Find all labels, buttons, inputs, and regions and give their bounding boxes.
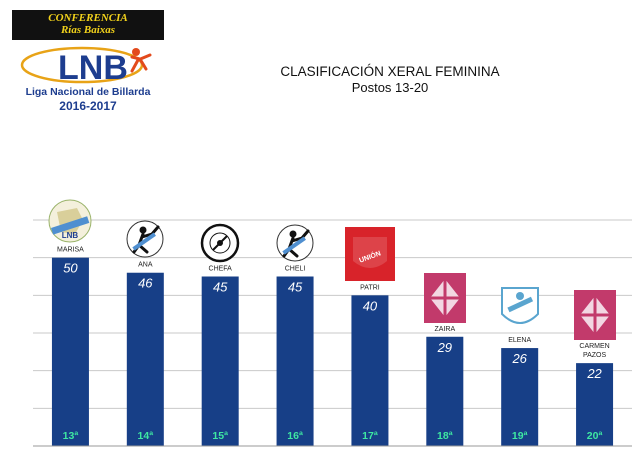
bar xyxy=(576,363,614,446)
lnb-logo-icon: LNB xyxy=(20,46,152,87)
bar-value-label: 45 xyxy=(213,280,228,295)
category-label: CARMEN xyxy=(579,343,609,350)
category-label: CHELI xyxy=(285,266,306,273)
conference-region: Rías Baixas xyxy=(60,24,116,36)
league-name: Liga Nacional de Billarda xyxy=(25,86,151,98)
chart-title: CLASIFICACIÓN XERAL FEMININA xyxy=(280,64,500,79)
conference-name: CONFERENCIA xyxy=(48,12,128,24)
union-casillense-icon: UNIÓN xyxy=(344,227,395,286)
bar xyxy=(351,295,389,446)
bar-value-label: 46 xyxy=(138,276,153,291)
bar-value-label: 40 xyxy=(363,298,378,313)
bar-value-label: 26 xyxy=(511,351,527,366)
category-label: PATRI xyxy=(360,284,380,291)
season-label: 2016-2017 xyxy=(59,99,117,113)
position-label: 16ª xyxy=(287,430,303,442)
bar-value-label: 29 xyxy=(437,340,452,355)
billiard-player-club-icon xyxy=(275,223,315,268)
position-label: 13ª xyxy=(63,430,79,442)
position-label: 15ª xyxy=(212,430,228,442)
bar-value-label: 45 xyxy=(288,280,303,295)
category-label: MARISA xyxy=(57,247,84,254)
category-label: CHEFA xyxy=(209,266,233,273)
position-label: 17ª xyxy=(362,430,378,442)
bar xyxy=(426,336,464,446)
position-label: 14ª xyxy=(138,430,154,442)
bar xyxy=(276,276,314,446)
pink-diamond-shield-icon xyxy=(423,272,466,328)
pink-diamond-shield-icon xyxy=(573,290,616,345)
chart-header: CLASIFICACIÓN XERAL FEMININA Postos 13-2… xyxy=(250,64,530,96)
bar xyxy=(501,348,539,446)
svg-text:LNB: LNB xyxy=(62,231,79,240)
league-logo: CONFERENCIA Rías Baixas LNB Liga Naciona… xyxy=(12,10,164,113)
category-label: ELENA xyxy=(508,337,531,344)
chart-subtitle: Postos 13-20 xyxy=(351,80,429,95)
bar-value-label: 50 xyxy=(63,261,78,276)
category-label: ZAIRA xyxy=(435,326,456,333)
position-label: 18ª xyxy=(437,430,453,442)
position-label: 20ª xyxy=(587,430,603,442)
position-label: 19ª xyxy=(512,430,528,442)
category-label: PAZOS xyxy=(583,352,607,359)
clube-corredoiras-icon xyxy=(200,223,240,268)
bar xyxy=(51,257,89,446)
bar xyxy=(126,272,164,446)
club-crest-green-map-icon: LNB xyxy=(47,198,93,249)
armadora-shield-icon xyxy=(499,284,541,339)
category-label: ANA xyxy=(138,262,153,269)
svg-text:LNB: LNB xyxy=(58,49,128,87)
billiard-player-club-icon xyxy=(125,219,165,264)
bar-value-label: 22 xyxy=(586,366,602,381)
bar xyxy=(201,276,239,446)
conference-banner: CONFERENCIA Rías Baixas xyxy=(12,10,164,40)
